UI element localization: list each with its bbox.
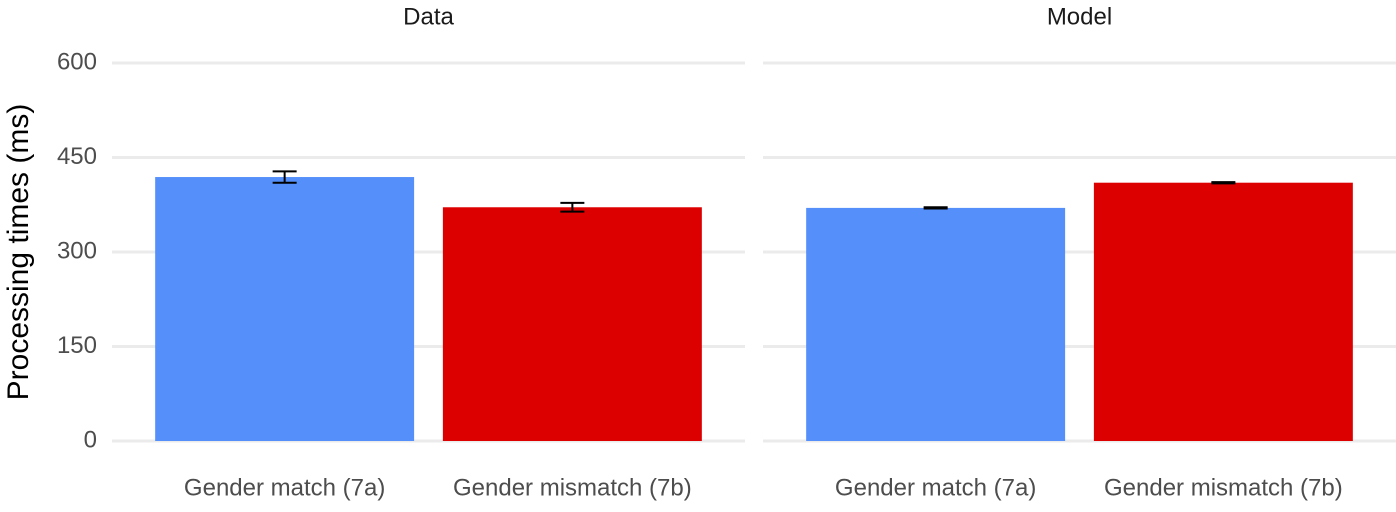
y-tick-label: 150 [57, 332, 97, 359]
y-tick-label: 450 [57, 143, 97, 170]
error-bar [1211, 181, 1236, 185]
x-tick-label: Gender match (7a) [835, 474, 1036, 501]
facet-title: Model [1047, 3, 1112, 30]
error-bar [272, 170, 297, 184]
x-tick-label: Gender mismatch (7b) [1104, 474, 1343, 501]
bar [442, 207, 702, 441]
error-bar [923, 206, 948, 210]
y-tick-label: 0 [84, 426, 97, 453]
bar [806, 207, 1066, 441]
bar [1093, 182, 1353, 441]
x-tick-label: Gender match (7a) [184, 474, 385, 501]
facet-title: Data [403, 3, 454, 30]
bar [155, 177, 415, 441]
x-tick-label: Gender mismatch (7b) [453, 474, 692, 501]
y-tick-label: 300 [57, 237, 97, 264]
y-axis-label: Processing times (ms) [2, 104, 35, 401]
error-bar [560, 201, 585, 213]
y-tick-label: 600 [57, 48, 97, 75]
